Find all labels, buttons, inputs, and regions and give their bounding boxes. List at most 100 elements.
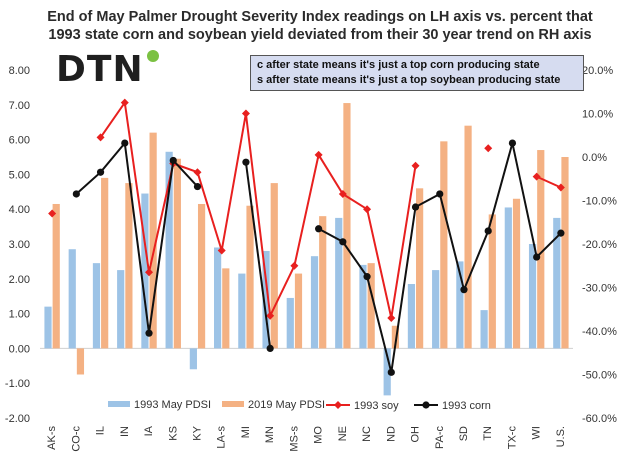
marker-1993-soy [484,144,493,153]
left-axis-tick-label: 7.00 [9,100,30,112]
legend-label: 1993 corn [442,400,491,412]
marker-1993-soy [314,150,323,159]
category-label: NE [337,426,349,441]
bar-2019-pdsi [125,183,133,349]
bar-2019-pdsi [537,150,545,349]
marker-1993-corn [242,158,250,166]
marker-1993-corn [96,168,105,176]
bar-1993-pdsi [456,261,464,349]
line-1993-soy [99,99,417,320]
marker-1993-soy [241,109,250,118]
category-label: AK-s [46,426,58,450]
legend-swatch [222,401,244,407]
bar-1993-pdsi [238,273,246,349]
bar-2019-pdsi [222,268,230,349]
category-label: MO [313,426,325,444]
bar-1993-pdsi [335,217,343,349]
bar-1993-pdsi [68,249,76,349]
chart-title-line-2: 1993 state corn and soybean yield deviat… [48,27,592,43]
marker-1993-corn [145,329,153,337]
bar-1993-pdsi [44,306,52,349]
bar-1993-pdsi [432,270,440,349]
marker-1993-corn [460,286,468,294]
category-label: ND [385,426,397,442]
marker-1993-corn [363,273,371,281]
left-axis-tick-label: 4.00 [9,204,30,216]
marker-1993-corn [508,139,517,147]
bar-1993-pdsi [310,256,319,349]
bar-1993-pdsi [480,310,488,349]
marker-1993-corn [436,190,444,198]
bar-1993-pdsi [359,264,367,349]
bar-2019-pdsi [391,325,399,349]
bar-1993-pdsi [141,193,149,349]
marker-1993-soy [290,261,299,270]
marker-1993-corn [339,238,347,246]
bar-2019-pdsi [76,348,85,375]
marker-1993-corn [557,229,565,237]
bar-1993-pdsi [407,284,416,349]
bar-1993-pdsi [286,297,294,349]
right-axis-tick-label: -50.0% [582,370,617,382]
chart-title-line-1: End of May Palmer Drought Severity Index… [47,9,593,25]
marker-1993-soy [532,172,541,181]
category-label: CO-c [70,426,82,452]
legend-label: 1993 May PDSI [134,399,211,411]
right-axis-tick-label: 10.0% [582,109,613,121]
bar-2019-pdsi [149,132,157,349]
bar-1993-pdsi [165,151,173,349]
marker-1993-soy [411,161,420,170]
legend-swatch [108,401,130,407]
note-line-1: c after state means it's just a top corn… [257,59,540,71]
legend-label: 1993 soy [354,400,399,412]
dtn-logo: DTN [56,49,159,90]
right-axis-tick-label: -30.0% [582,283,617,295]
left-axis-tick-label: 3.00 [9,239,30,251]
marker-1993-corn [121,139,129,147]
left-axis-tick-label: 5.00 [9,169,30,181]
category-label: OH [410,426,422,443]
legend: 1993 May PDSI 2019 May PDSI 1993 soy 1993 c… [108,399,491,412]
marker-1993-corn [266,344,274,352]
bar-2019-pdsi [512,198,521,349]
legend-marker [334,401,342,409]
category-label: MN [264,426,276,443]
bar-1993-pdsi [214,247,222,349]
marker-1993-corn [72,190,80,198]
line-1993-soy [536,175,562,189]
bar-2019-pdsi [52,203,60,349]
bar-1993-pdsi [92,263,101,349]
marker-1993-soy [145,268,154,277]
line-1993-corn [244,162,272,349]
category-label: WI [531,426,543,439]
logo-text: DTN [56,49,144,90]
right-axis-tick-label: -10.0% [582,196,617,208]
category-label: TX-c [506,426,518,450]
marker-1993-corn [387,368,395,376]
marker-1993-corn [533,253,541,261]
bar-2019-pdsi [294,273,303,349]
line-1993-corn [75,140,199,334]
bar-1993-pdsi [262,250,270,349]
category-label: IL [95,426,107,435]
category-label: IA [143,425,155,436]
chart-title: End of May Palmer Drought Severity Index… [0,8,640,44]
marker-1993-soy [556,183,565,192]
category-label: SD [458,426,470,441]
marker-1993-soy [48,209,57,218]
bar-2019-pdsi [440,141,448,349]
marker-1993-soy [193,168,202,177]
category-label: MS-s [288,426,300,452]
category-label: KS [167,426,179,441]
logo-dot [146,50,159,62]
marker-1993-corn [315,225,323,233]
category-label: NC [361,426,373,442]
bar-2019-pdsi [343,103,351,349]
bar-1993-pdsi [189,348,197,370]
marker-1993-soy [96,133,105,142]
right-axis-tick-label: -20.0% [582,239,617,251]
category-label: IN [119,426,131,437]
marker-1993-soy [266,311,275,320]
right-axis-tick-label: 20.0% [582,65,613,77]
